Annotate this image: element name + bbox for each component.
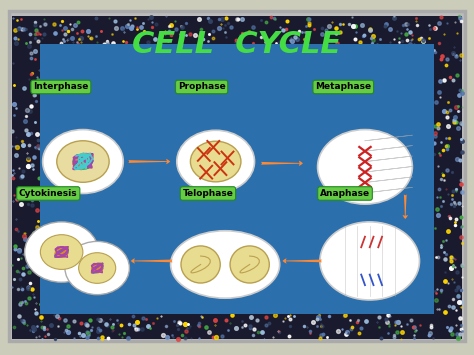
Text: CELL  CYCLE: CELL CYCLE — [132, 30, 342, 59]
Text: Metaphase: Metaphase — [315, 82, 371, 92]
FancyBboxPatch shape — [40, 44, 434, 314]
Ellipse shape — [40, 235, 83, 269]
Ellipse shape — [171, 231, 280, 298]
Ellipse shape — [318, 130, 412, 204]
FancyBboxPatch shape — [12, 16, 462, 339]
Ellipse shape — [230, 246, 269, 283]
Text: Telophase: Telophase — [182, 189, 233, 198]
Ellipse shape — [177, 130, 255, 193]
Ellipse shape — [181, 246, 220, 283]
Text: Interphase: Interphase — [33, 82, 89, 92]
Text: Anaphase: Anaphase — [320, 189, 370, 198]
Text: Cytokinesis: Cytokinesis — [19, 189, 78, 198]
Ellipse shape — [43, 130, 123, 193]
Ellipse shape — [320, 222, 419, 300]
Ellipse shape — [65, 241, 129, 295]
Ellipse shape — [79, 253, 116, 283]
Ellipse shape — [191, 141, 241, 182]
FancyBboxPatch shape — [9, 11, 465, 341]
Text: Prophase: Prophase — [178, 82, 226, 92]
Ellipse shape — [25, 222, 99, 282]
Ellipse shape — [57, 141, 109, 182]
